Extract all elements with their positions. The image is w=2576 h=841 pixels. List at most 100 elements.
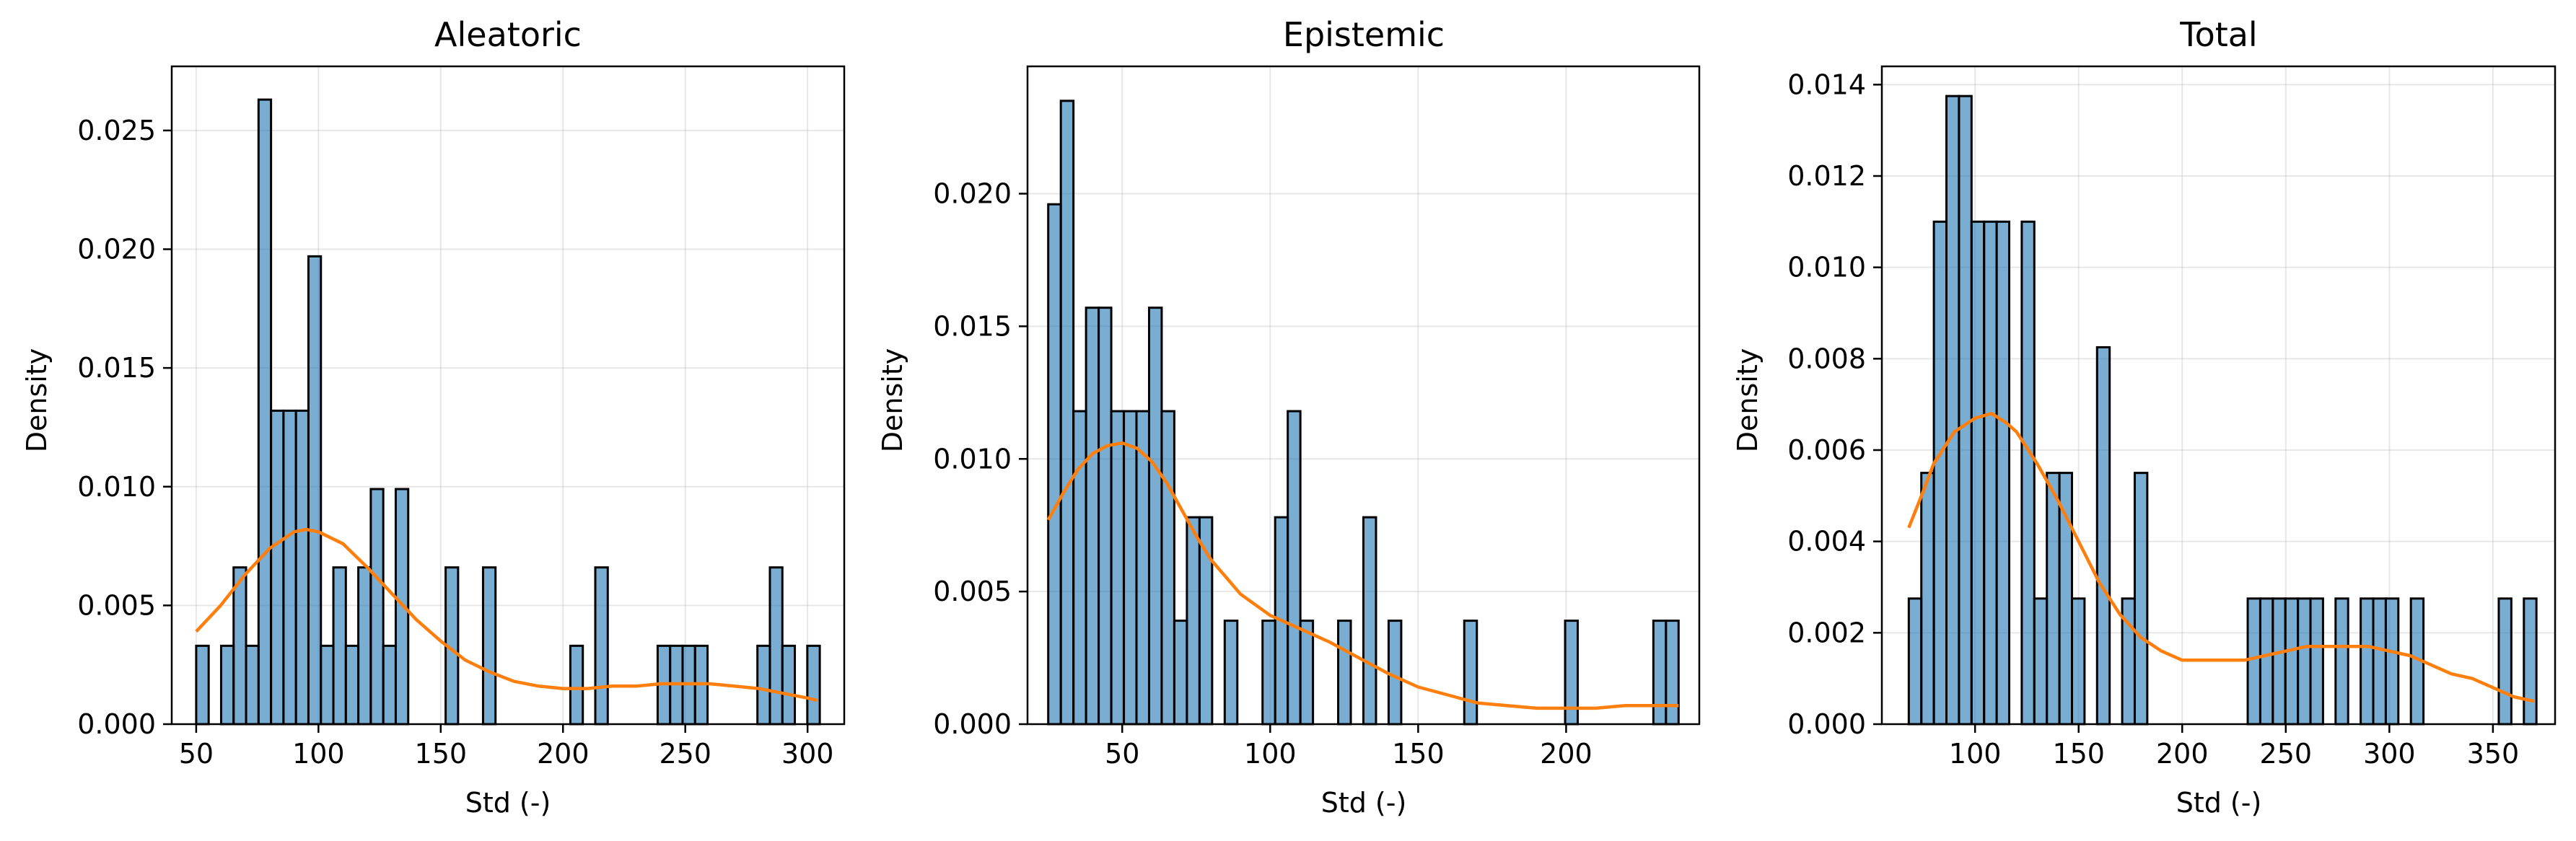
y-tick-label: 0.000: [933, 708, 1012, 740]
y-tick-label: 0.002: [1787, 617, 1866, 648]
histogram-bar: [320, 644, 335, 726]
subplot-aleatoric: Aleatoric Std (-) Density 50 100 150 200 250…: [21, 15, 846, 819]
histogram-bar: [2284, 597, 2300, 726]
histogram-bar: [369, 488, 385, 726]
axes-frame: [1880, 65, 2557, 726]
x-tick-label: 150: [415, 738, 468, 770]
subplot-epistemic: Epistemic Std (-) Density 50 100 150 200 0.0…: [877, 15, 1701, 819]
x-axis-ticks: 100 150 200 250 300 350: [1949, 724, 2519, 770]
x-tick-label: 100: [1949, 738, 2002, 770]
histogram-bar: [307, 255, 323, 726]
axes-frame: [1026, 65, 1701, 726]
histogram-bar: [2297, 597, 2312, 726]
histogram-bars: [1047, 100, 1680, 726]
x-tick-label: 200: [537, 738, 590, 770]
y-tick-label: 0.000: [1787, 708, 1866, 740]
histogram-bar: [257, 98, 273, 726]
x-tick-label: 300: [781, 738, 834, 770]
histogram-bar: [806, 644, 821, 726]
histogram-bar: [282, 409, 297, 726]
histogram-bar: [1362, 516, 1377, 726]
chart-title: Total: [2179, 15, 2257, 54]
histogram-bar: [1110, 410, 1126, 726]
histogram-bar: [1173, 620, 1188, 726]
histogram-bar: [1059, 100, 1075, 726]
x-axis-label: Std (-): [2176, 787, 2262, 819]
histogram-bar: [332, 566, 347, 726]
x-axis-label: Std (-): [1321, 787, 1407, 819]
histogram-bar: [1223, 620, 1239, 726]
histogram-bar: [2360, 597, 2375, 726]
histogram-bar: [219, 644, 235, 726]
y-tick-label: 0.005: [77, 589, 156, 621]
y-axis-ticks: 0.000 0.005 0.010 0.015 0.020 0.025: [77, 115, 172, 740]
histogram-bar: [1147, 307, 1163, 726]
histogram-bar: [2033, 597, 2049, 726]
histogram-bar: [2070, 597, 2086, 726]
x-tick-label: 50: [1105, 738, 1139, 770]
x-tick-label: 200: [2156, 738, 2209, 770]
y-tick-label: 0.006: [1787, 434, 1866, 466]
histogram-bar: [781, 644, 797, 726]
x-axis-label: Std (-): [465, 787, 551, 819]
chart-title: Epistemic: [1283, 15, 1445, 54]
x-tick-label: 300: [2363, 738, 2416, 770]
y-tick-label: 0.012: [1787, 160, 1866, 192]
histogram-bar: [569, 644, 584, 726]
histogram-bar: [1945, 94, 1961, 726]
histogram-bar: [1098, 307, 1113, 726]
histogram-bar: [1995, 220, 2010, 726]
y-tick-label: 0.005: [933, 576, 1012, 607]
y-tick-label: 0.020: [77, 234, 156, 265]
histogram-bar: [594, 566, 609, 726]
x-axis-ticks: 50 100 150 200: [1105, 724, 1593, 770]
histogram-bar: [2497, 597, 2513, 726]
histogram-bar: [1287, 410, 1302, 726]
y-axis-label: Density: [1732, 348, 1764, 452]
y-tick-label: 0.015: [77, 352, 156, 384]
y-axis-label: Density: [877, 348, 908, 452]
y-tick-label: 0.010: [77, 471, 156, 503]
y-tick-label: 0.010: [1787, 252, 1866, 283]
histogram-bar: [357, 566, 372, 726]
histogram-bar: [1907, 597, 1923, 726]
histogram-bar: [2095, 346, 2111, 726]
histogram-bar: [1047, 203, 1062, 726]
histogram-bar: [344, 644, 360, 726]
y-tick-label: 0.014: [1787, 69, 1866, 100]
histogram-bar: [232, 566, 247, 726]
histogram-bar: [1186, 516, 1201, 726]
y-tick-label: 0.010: [933, 443, 1012, 475]
y-tick-label: 0.025: [77, 115, 156, 146]
histogram-bar: [1123, 410, 1138, 726]
histogram-bar: [1337, 620, 1352, 726]
y-tick-label: 0.020: [933, 178, 1012, 210]
histogram-bar: [245, 644, 260, 726]
histogram-bar: [768, 566, 784, 726]
histogram-bar: [1958, 94, 1973, 726]
histogram-bar: [2271, 597, 2287, 726]
histogram-bar: [2523, 597, 2538, 726]
x-tick-label: 250: [2260, 738, 2313, 770]
histogram-bar: [756, 644, 771, 726]
axes-frame: [170, 65, 846, 726]
x-axis-ticks: 50 100 150 200 250 300: [179, 724, 834, 770]
histogram-bar: [1463, 620, 1478, 726]
histogram-bar: [2020, 220, 2036, 726]
x-tick-label: 350: [2467, 738, 2520, 770]
histogram-bar: [1299, 620, 1315, 726]
histogram-bar: [1665, 620, 1680, 726]
x-tick-label: 150: [2052, 738, 2105, 770]
histogram-bar: [2309, 597, 2324, 726]
histogram-bar: [2372, 597, 2387, 726]
kde-line: [1046, 441, 1679, 710]
x-tick-label: 100: [1244, 738, 1297, 770]
histogram-bar: [1160, 410, 1175, 726]
histogram-bar: [2046, 472, 2061, 726]
histogram-bar: [2259, 597, 2274, 726]
y-axis-label: Density: [21, 348, 53, 452]
histogram-bar: [1072, 410, 1087, 726]
histogram-bar: [1652, 620, 1668, 726]
histogram-bar: [1970, 220, 1986, 726]
x-tick-label: 150: [1392, 738, 1445, 770]
